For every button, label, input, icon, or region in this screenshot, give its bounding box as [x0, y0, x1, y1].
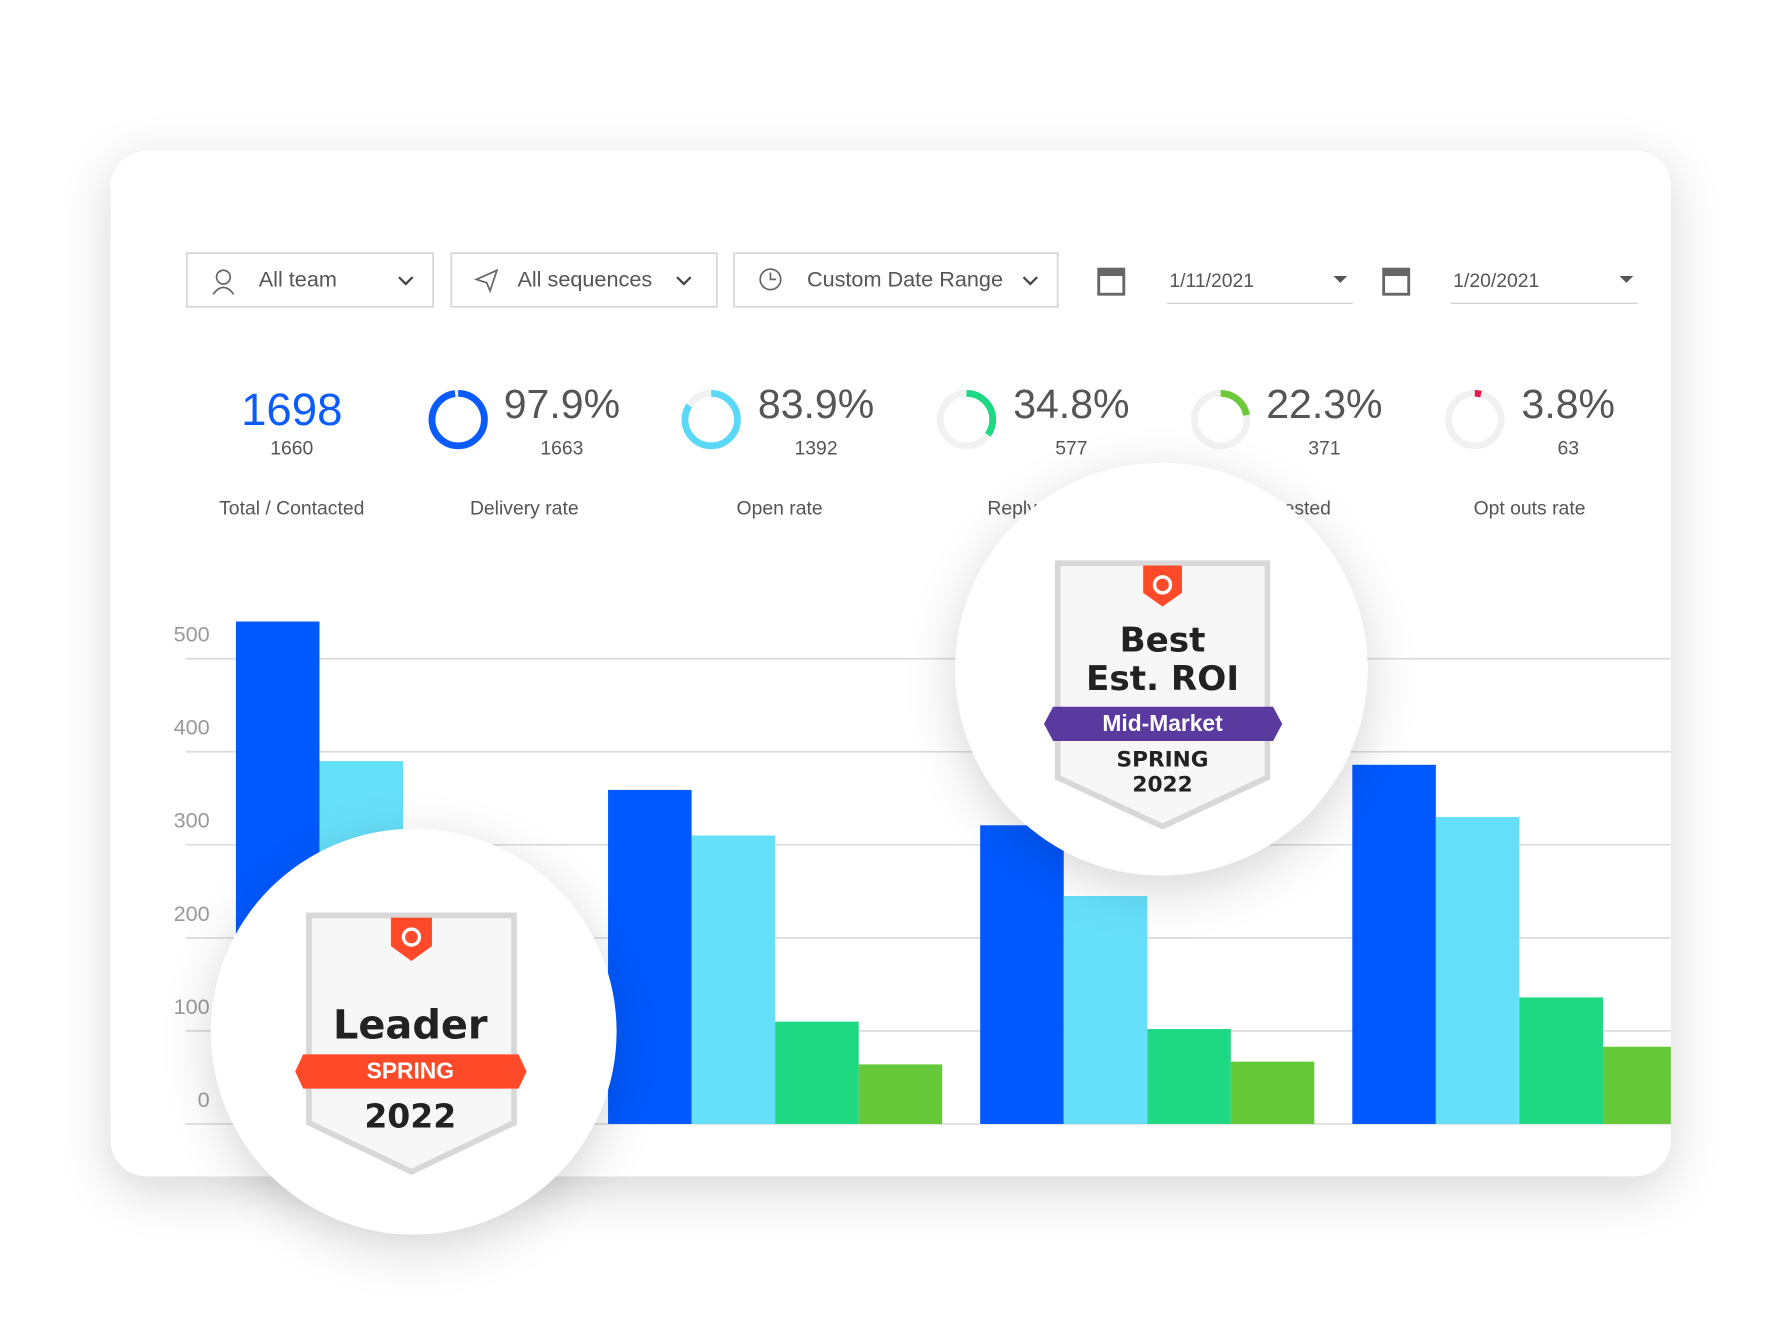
badge-title: Best — [1120, 620, 1206, 660]
bar — [1435, 816, 1520, 1124]
badge-ribbon: Mid-Market — [1102, 710, 1223, 736]
sequence-filter[interactable] — [450, 252, 718, 308]
badge-year: 2022 — [1132, 772, 1192, 797]
rate-ring — [428, 389, 488, 450]
badge: Leader SPRING 2022 — [210, 828, 617, 1235]
filters: All team All sequences Custom Date Range… — [186, 252, 1638, 308]
total-count: 1660 — [270, 437, 313, 459]
rate-ring — [681, 389, 741, 450]
rate-ring — [936, 389, 997, 450]
end-date[interactable]: 1/20/2021 — [1453, 270, 1539, 292]
stat-label: Open rate — [737, 498, 823, 520]
rate-count: 1392 — [795, 437, 838, 459]
filter-label: All sequences — [517, 266, 652, 291]
rate-ring — [1191, 389, 1251, 450]
rate-count: 1663 — [540, 437, 583, 459]
y-tick-label: 200 — [174, 901, 210, 926]
bar — [1230, 1061, 1315, 1124]
rate-value: 22.3% — [1266, 381, 1382, 427]
badge-title: Leader — [333, 1003, 488, 1049]
date-filter[interactable] — [733, 252, 1059, 308]
bar — [775, 1021, 859, 1124]
bar — [980, 825, 1064, 1124]
rate-count: 63 — [1558, 437, 1580, 459]
bar — [1352, 764, 1436, 1124]
stat-label: Delivery rate — [470, 498, 579, 520]
bar — [1063, 895, 1148, 1124]
bar — [1519, 997, 1603, 1124]
bar — [858, 1064, 943, 1124]
badge: Best Est. ROI Mid-Market SPRING 2022 — [955, 462, 1368, 876]
badge-season: SPRING — [1117, 747, 1209, 772]
stat-label: Total / Contacted — [219, 498, 364, 520]
bar — [608, 789, 692, 1124]
rate-value: 3.8% — [1522, 381, 1616, 427]
y-tick-label: 100 — [174, 994, 210, 1019]
stats: 97.9% 1663 Delivery rate 83.9% 1392 Open rate… — [428, 381, 1616, 520]
start-date[interactable]: 1/11/2021 — [1169, 270, 1254, 292]
y-tick-label: 500 — [174, 622, 210, 647]
bar — [1602, 1046, 1671, 1124]
total-stat: 1698 1660 Total / Contacted — [219, 384, 364, 520]
stat-label: Opt outs rate — [1474, 498, 1586, 520]
y-tick-label: 0 — [198, 1087, 210, 1112]
total-value: 1698 — [241, 384, 342, 435]
rate-value: 97.9% — [504, 381, 620, 427]
team-filter[interactable] — [186, 252, 434, 308]
badge-ribbon: SPRING — [367, 1058, 454, 1084]
rate-count: 371 — [1308, 437, 1340, 459]
badge-year: 2022 — [364, 1097, 456, 1136]
y-tick-label: 300 — [174, 808, 210, 833]
rate-value: 83.9% — [758, 381, 874, 427]
badge-title: Est. ROI — [1086, 659, 1239, 699]
y-tick-label: 400 — [174, 715, 210, 740]
bar — [1147, 1029, 1231, 1124]
rate-count: 577 — [1055, 437, 1087, 459]
rate-ring — [1445, 389, 1505, 450]
filter-label: All team — [259, 266, 337, 291]
filter-label: Custom Date Range — [807, 266, 1003, 291]
rate-value: 34.8% — [1013, 381, 1129, 427]
bar — [691, 835, 776, 1124]
